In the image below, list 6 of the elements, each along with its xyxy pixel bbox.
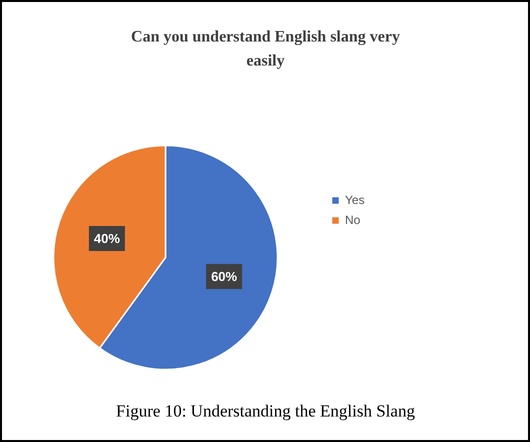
legend-label: Yes — [345, 193, 365, 207]
chart-title: Can you understand English slang very easily — [131, 28, 400, 70]
caption: Figure 10: Understanding the English Slang — [116, 402, 416, 420]
data-label: 60% — [211, 269, 238, 284]
data-label: 40% — [94, 230, 120, 246]
legend-label: No — [345, 213, 362, 227]
